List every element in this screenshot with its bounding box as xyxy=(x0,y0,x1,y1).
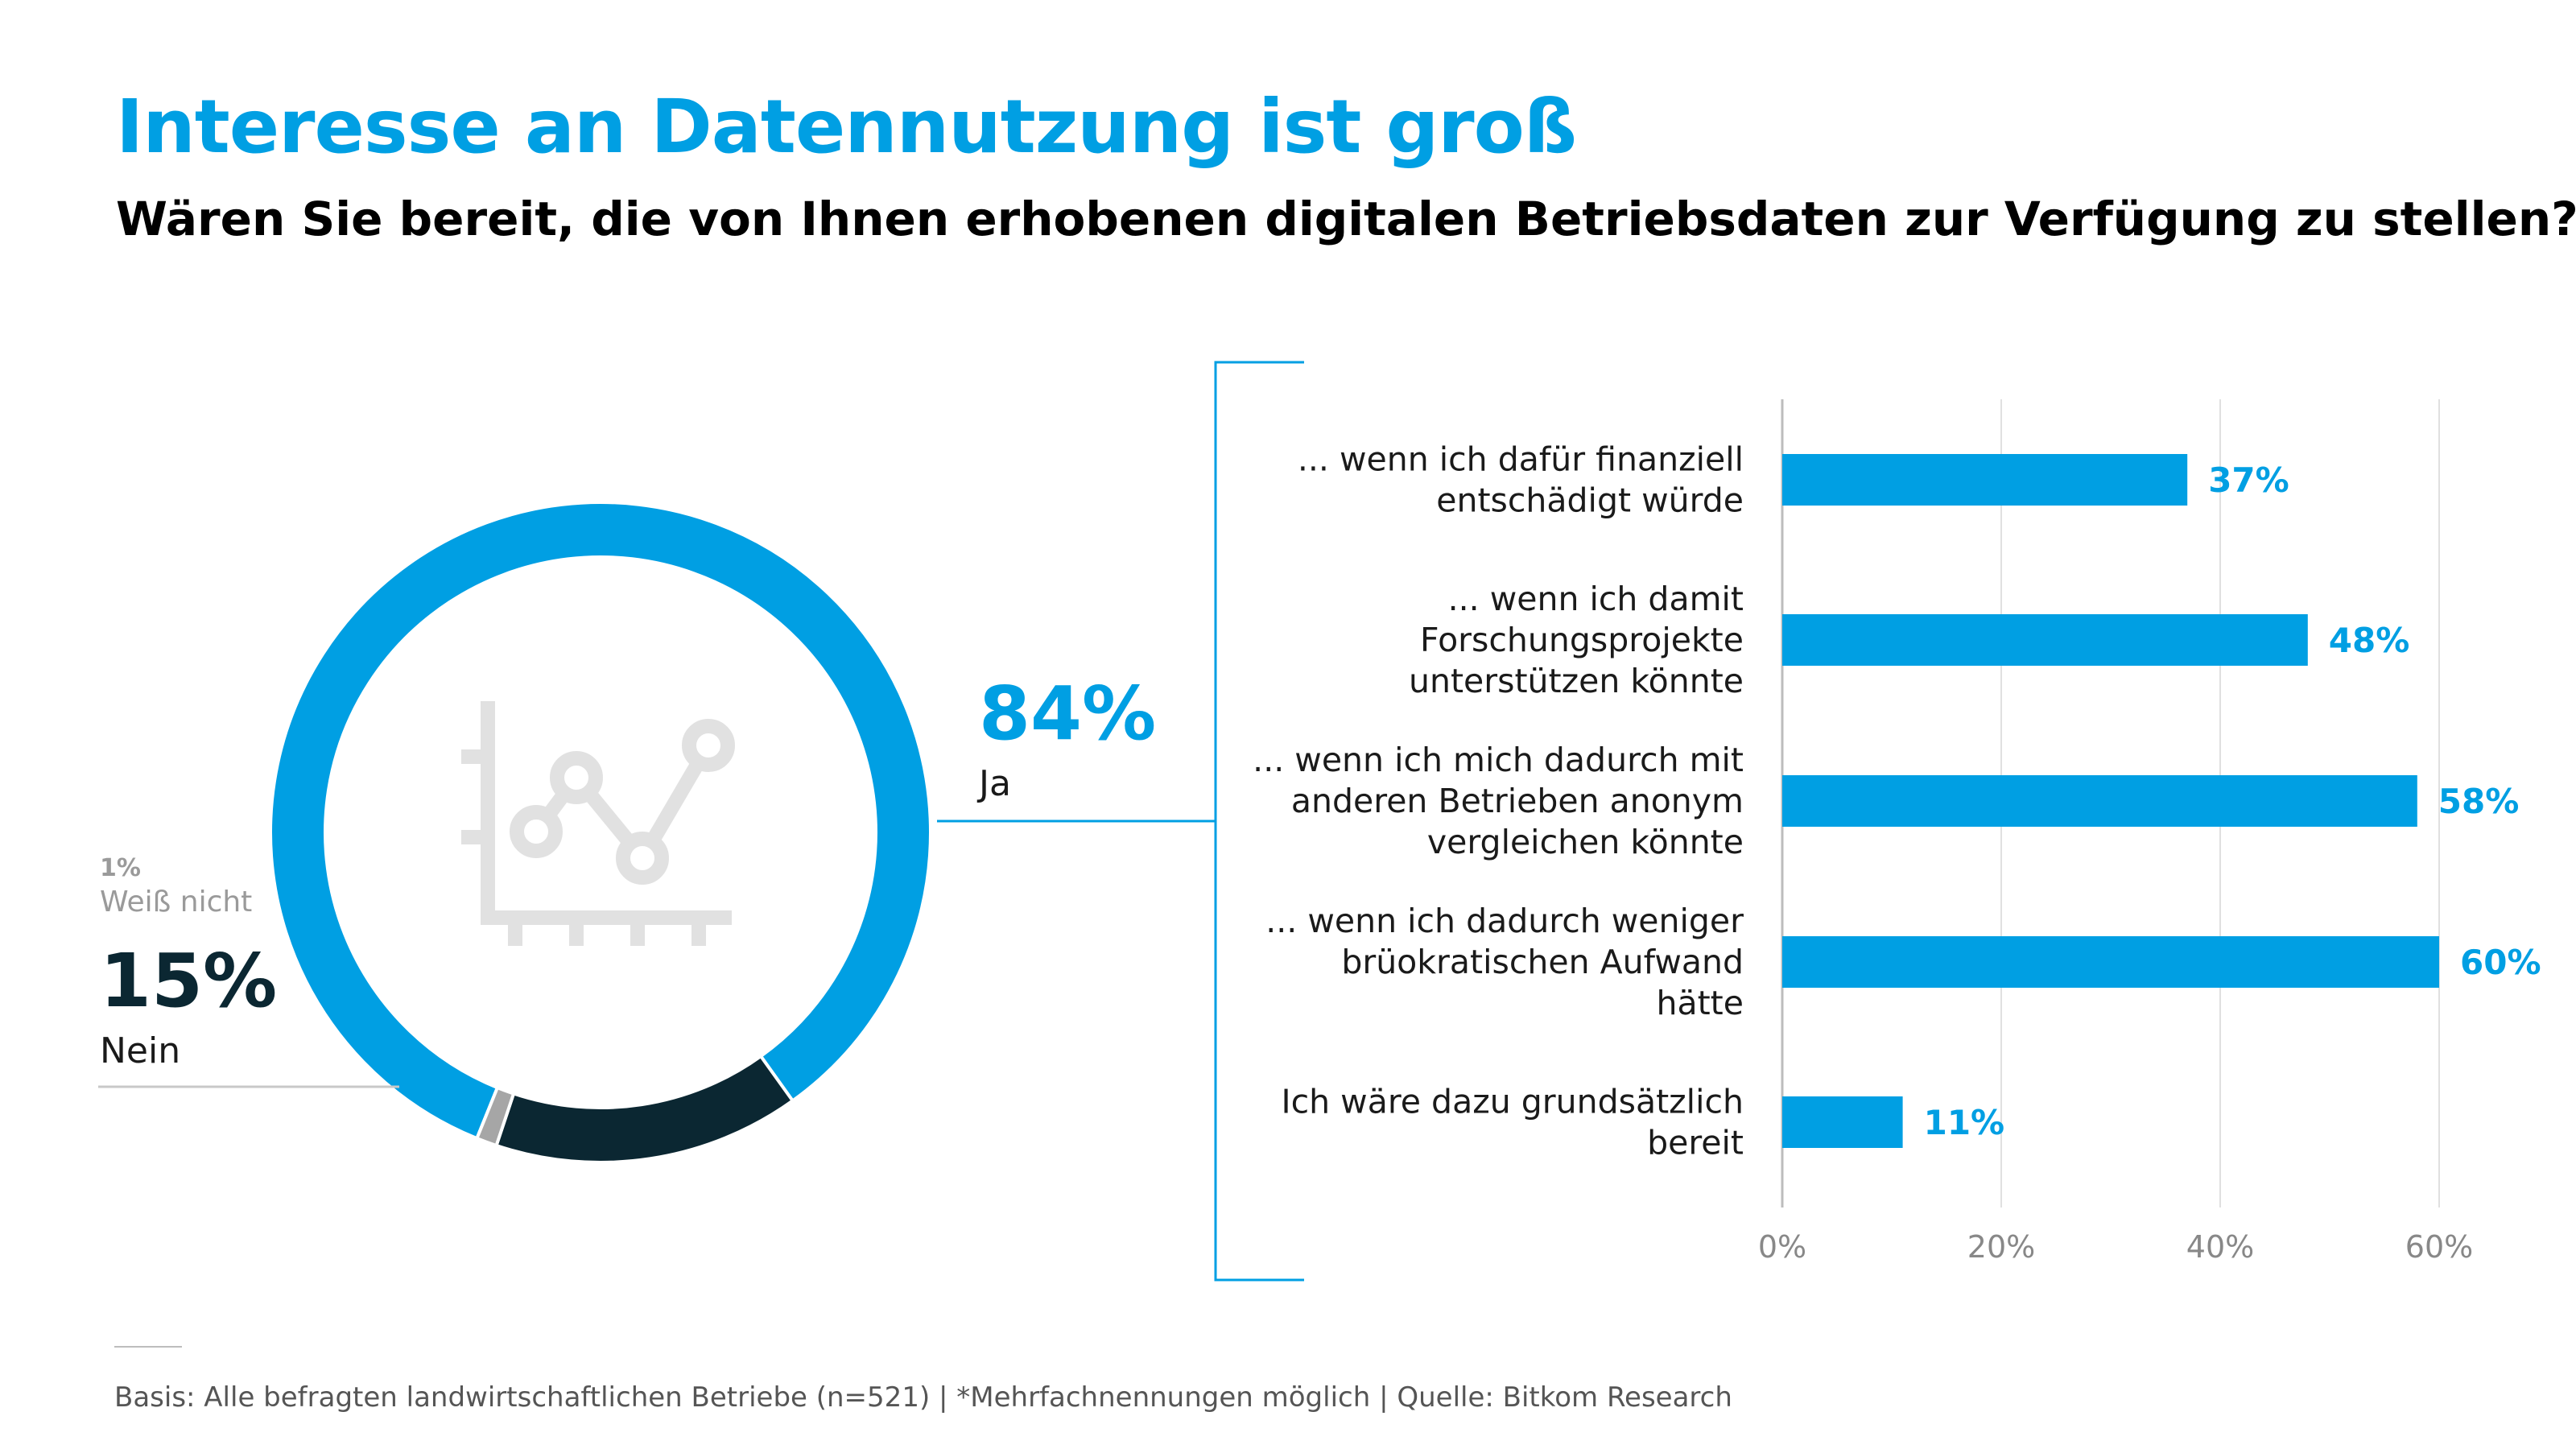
ja-percent-label: 84% xyxy=(979,671,1156,757)
nein-category-label: Nein xyxy=(100,1030,180,1071)
bar xyxy=(1782,454,2188,506)
donut-slice-weiss-nicht xyxy=(474,1085,516,1148)
x-tick-label: 0% xyxy=(1758,1229,1806,1265)
bar xyxy=(1782,775,2417,827)
footer-source: Basis: Alle befragten landwirtschaftlich… xyxy=(114,1381,1732,1414)
page-title: Interesse an Datennutzung ist groß xyxy=(116,84,1577,170)
line-chart-icon xyxy=(461,701,735,946)
bar xyxy=(1782,1096,1903,1148)
x-tick-label: 40% xyxy=(2186,1229,2254,1265)
x-tick-label: 20% xyxy=(1967,1229,2035,1265)
bar-value-label: 37% xyxy=(2208,460,2289,500)
bar xyxy=(1782,614,2308,666)
breakdown-bracket xyxy=(937,361,1304,1282)
bar-value-label: 60% xyxy=(2460,943,2541,982)
donut-slice-ja xyxy=(268,501,932,1141)
category-label: ... wenn ich mich dadurch mit anderen Bet… xyxy=(1253,741,1744,861)
bar-value-label: 11% xyxy=(1924,1103,2005,1142)
nein-percent-label: 15% xyxy=(100,938,277,1024)
ja-category-label: Ja xyxy=(976,763,1011,804)
donut-chart xyxy=(268,501,932,1164)
weiss-nicht-category-label: Weiß nicht xyxy=(100,886,252,919)
category-label: ... wenn ich dafür finanziell entschädigt… xyxy=(1298,440,1744,520)
x-tick-label: 60% xyxy=(2405,1229,2473,1265)
category-label: ... wenn ich damit Forschungsprojekte unte… xyxy=(1409,580,1744,700)
bar-value-label: 48% xyxy=(2329,621,2410,660)
bar-chart: 0% 20% 40% 60% 37% ... wenn ich dafür finanzi… xyxy=(1253,399,2541,1265)
bar-value-label: 58% xyxy=(2438,782,2520,821)
bar xyxy=(1782,936,2439,988)
page-subtitle: Wären Sie bereit, die von Ihnen erhobene… xyxy=(116,192,2576,246)
category-label: ... wenn ich dadurch weniger brüokratisch… xyxy=(1265,902,1744,1022)
donut-slice-nein xyxy=(494,1054,795,1164)
footer-divider xyxy=(114,1346,182,1348)
weiss-nicht-percent-label: 1% xyxy=(100,854,141,882)
category-label: Ich wäre dazu grundsätzlich bereit xyxy=(1282,1083,1744,1162)
